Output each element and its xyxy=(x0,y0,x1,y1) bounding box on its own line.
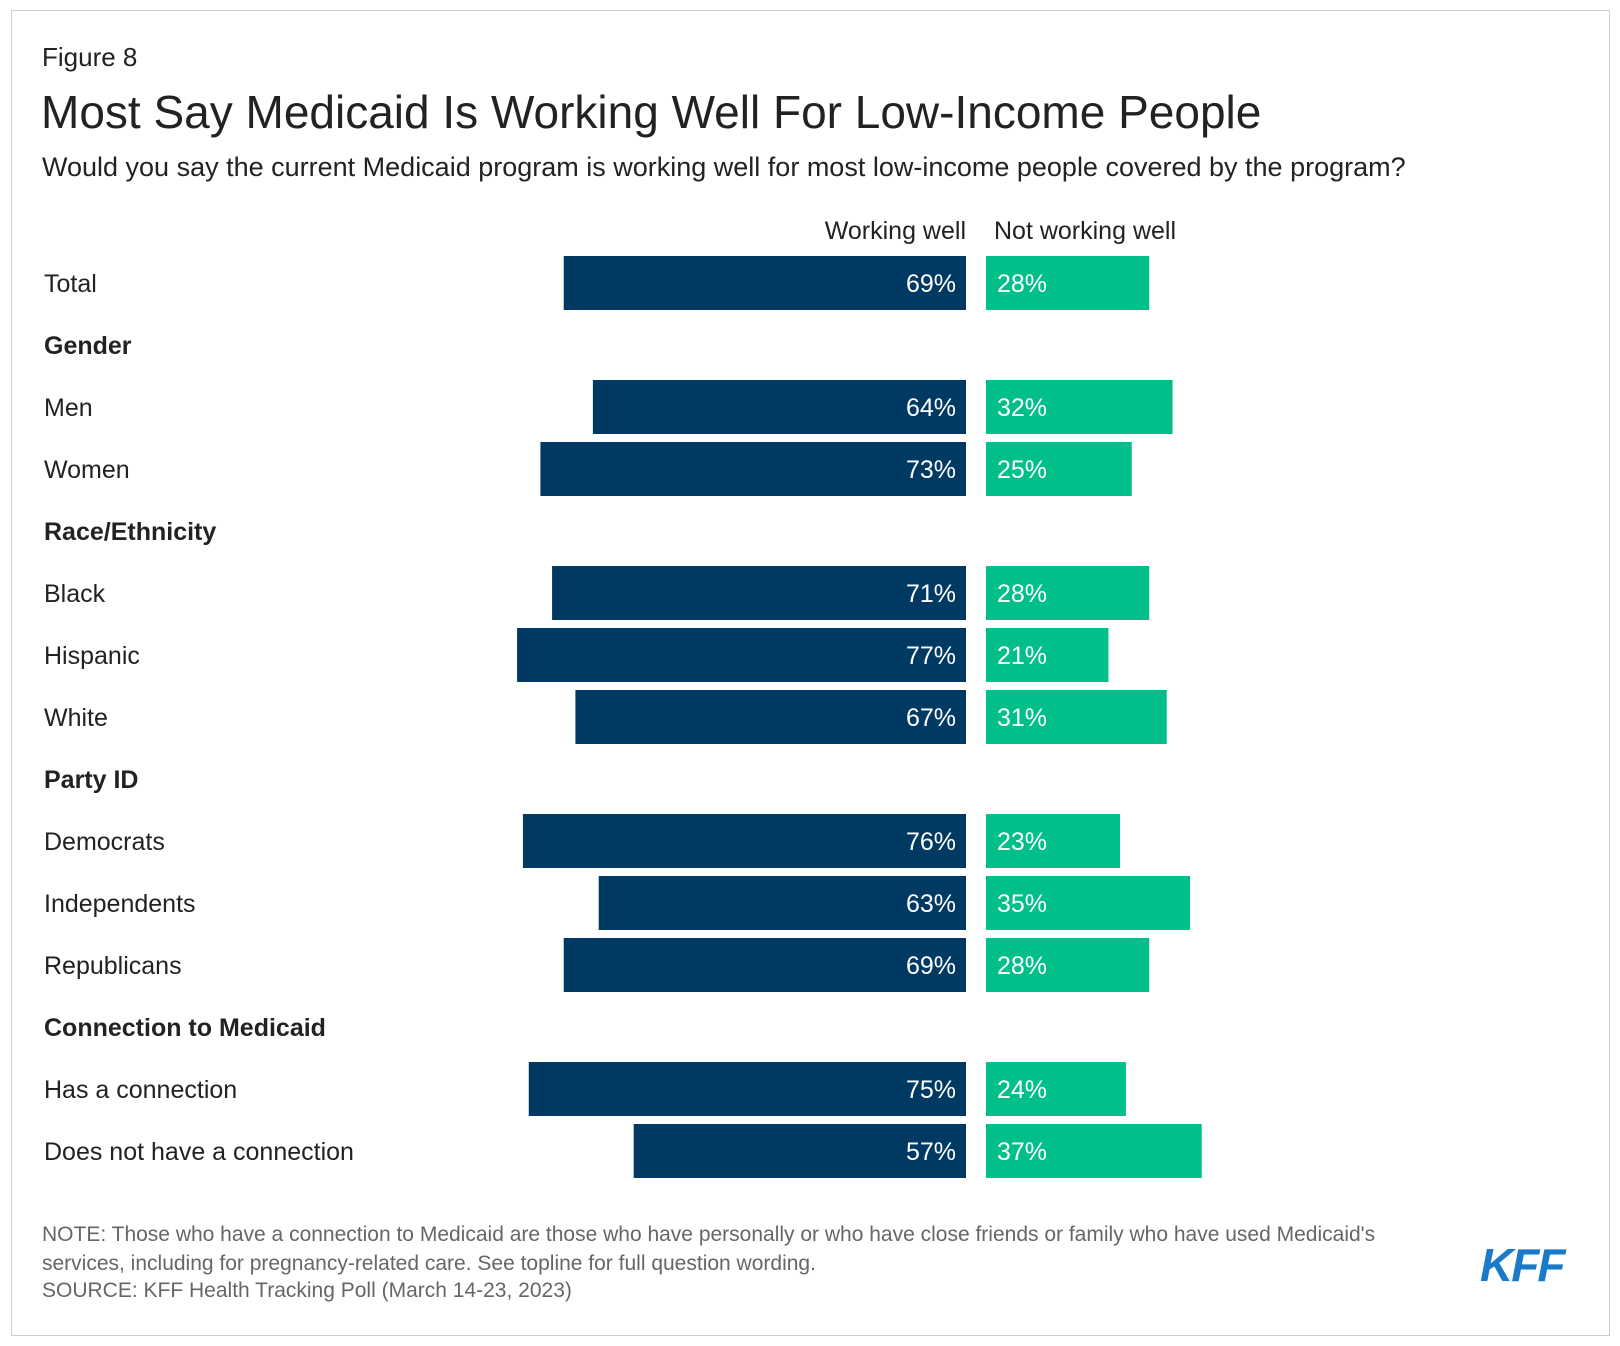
column-header-not-working-well: Not working well xyxy=(994,217,1176,245)
bar-row: White 67% 31% xyxy=(44,690,1167,744)
data-label-not-working-well: 21% xyxy=(997,642,1047,670)
group-header-row: Party ID xyxy=(44,766,138,794)
group-header-row: Connection to Medicaid xyxy=(44,1014,326,1042)
bar-row: Independents 63% 35% xyxy=(44,876,1191,930)
category-label: Democrats xyxy=(44,828,165,856)
data-label-not-working-well: 24% xyxy=(997,1076,1047,1104)
group-header-label: Connection to Medicaid xyxy=(44,1014,326,1042)
bar-working-well xyxy=(563,256,966,310)
bar-not-working-well xyxy=(986,876,1191,930)
category-label: Men xyxy=(44,394,93,422)
bar-row: Has a connection 75% 24% xyxy=(44,1062,1126,1116)
bar-working-well xyxy=(575,690,966,744)
bar-working-well xyxy=(528,1062,966,1116)
group-header-label: Gender xyxy=(44,332,132,360)
bar-row: Democrats 76% 23% xyxy=(44,814,1121,868)
chart-subtitle: Would you say the current Medicaid progr… xyxy=(42,152,1406,182)
data-label-not-working-well: 31% xyxy=(997,704,1047,732)
chart-note: NOTE: Those who have a connection to Med… xyxy=(42,1223,1376,1275)
group-header-row: Gender xyxy=(44,332,132,360)
bar-working-well xyxy=(633,1124,966,1178)
category-label: Republicans xyxy=(44,952,182,980)
bar-row: Black 71% 28% xyxy=(44,566,1150,620)
bar-not-working-well xyxy=(986,566,1150,620)
bar-row: Republicans 69% 28% xyxy=(44,938,1150,992)
diverging-bar-chart: Working well Not working well Total 69% 28%… xyxy=(44,217,1202,1178)
bar-row: Total 69% 28% xyxy=(44,256,1150,310)
bar-not-working-well xyxy=(986,1062,1126,1116)
bar-row: Hispanic 77% 21% xyxy=(44,628,1109,682)
column-header-working-well: Working well xyxy=(825,217,966,245)
bar-row: Women 73% 25% xyxy=(44,442,1132,496)
bar-row: Does not have a connection 57% 37% xyxy=(44,1124,1202,1178)
bar-not-working-well xyxy=(986,628,1109,682)
chart-source: SOURCE: KFF Health Tracking Poll (March … xyxy=(42,1279,572,1302)
bar-not-working-well xyxy=(986,938,1150,992)
bar-working-well xyxy=(517,628,966,682)
data-label-not-working-well: 25% xyxy=(997,456,1047,484)
bar-not-working-well xyxy=(986,1124,1202,1178)
bar-not-working-well xyxy=(986,814,1121,868)
data-label-not-working-well: 28% xyxy=(997,580,1047,608)
bar-not-working-well xyxy=(986,690,1167,744)
bar-working-well xyxy=(552,566,966,620)
data-label-not-working-well: 23% xyxy=(997,828,1047,856)
data-label-working-well: 71% xyxy=(906,580,956,608)
data-label-not-working-well: 28% xyxy=(997,952,1047,980)
bar-row: Men 64% 32% xyxy=(44,380,1173,434)
data-label-working-well: 77% xyxy=(906,642,956,670)
kff-logo: KFF xyxy=(1480,1239,1565,1291)
category-label: White xyxy=(44,704,108,732)
bar-working-well xyxy=(592,380,966,434)
data-label-not-working-well: 32% xyxy=(997,394,1047,422)
data-label-not-working-well: 35% xyxy=(997,890,1047,918)
category-label: Independents xyxy=(44,890,196,918)
bar-working-well xyxy=(522,814,966,868)
bar-working-well xyxy=(598,876,966,930)
data-label-working-well: 57% xyxy=(906,1138,956,1166)
bar-not-working-well xyxy=(986,256,1150,310)
group-header-row: Race/Ethnicity xyxy=(44,518,216,546)
data-label-working-well: 76% xyxy=(906,828,956,856)
data-label-not-working-well: 37% xyxy=(997,1138,1047,1166)
bar-working-well xyxy=(540,442,966,496)
data-label-not-working-well: 28% xyxy=(997,270,1047,298)
category-label: Women xyxy=(44,456,130,484)
category-label: Total xyxy=(44,270,97,298)
bar-working-well xyxy=(563,938,966,992)
data-label-working-well: 69% xyxy=(906,952,956,980)
bar-not-working-well xyxy=(986,442,1132,496)
category-label: Does not have a connection xyxy=(44,1138,354,1166)
category-label: Black xyxy=(44,580,106,608)
data-label-working-well: 63% xyxy=(906,890,956,918)
figure-label: Figure 8 xyxy=(42,42,138,72)
category-label: Hispanic xyxy=(44,642,140,670)
category-label: Has a connection xyxy=(44,1076,237,1104)
group-header-label: Party ID xyxy=(44,766,138,794)
data-label-working-well: 73% xyxy=(906,456,956,484)
group-header-label: Race/Ethnicity xyxy=(44,518,216,546)
bar-not-working-well xyxy=(986,380,1173,434)
chart-title: Most Say Medicaid Is Working Well For Lo… xyxy=(41,86,1262,138)
data-label-working-well: 64% xyxy=(906,394,956,422)
data-label-working-well: 69% xyxy=(906,270,956,298)
data-label-working-well: 67% xyxy=(906,704,956,732)
data-label-working-well: 75% xyxy=(906,1076,956,1104)
